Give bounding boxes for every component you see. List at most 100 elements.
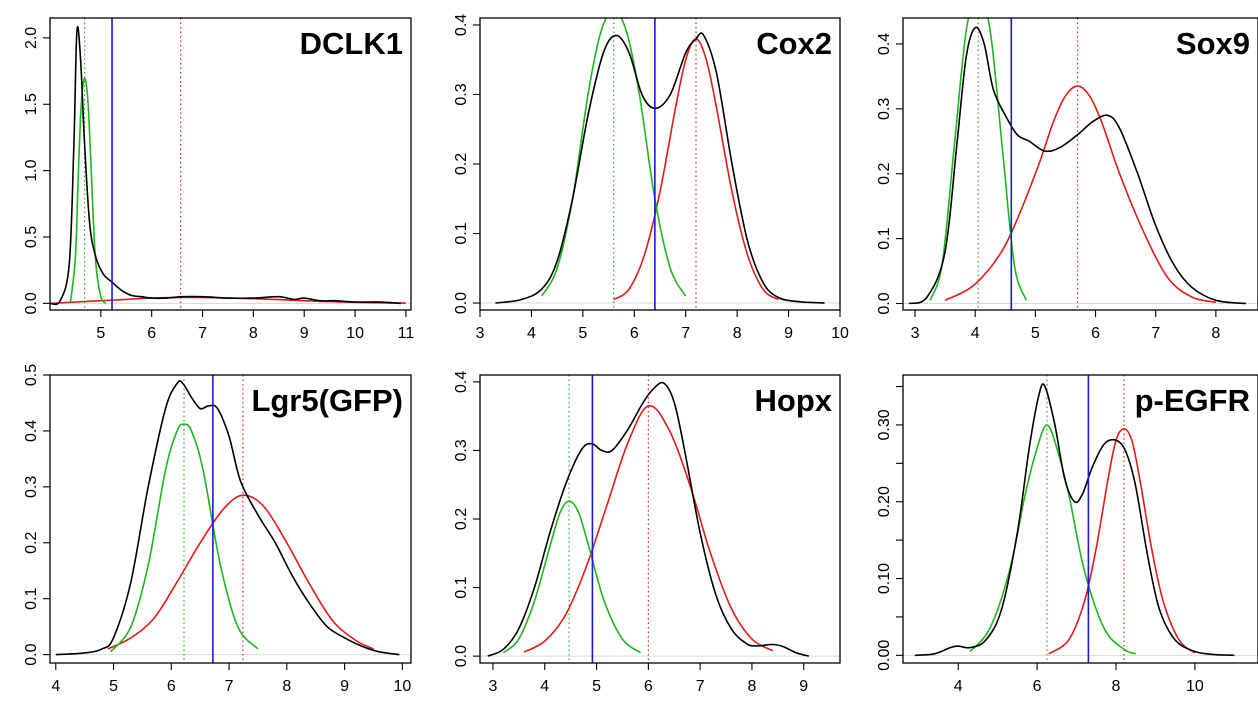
red-component-curve	[1048, 427, 1196, 655]
x-tick-label: 10	[831, 325, 849, 342]
panel-title: p-EGFR	[1135, 383, 1250, 418]
x-tick-label: 10	[393, 678, 411, 695]
x-tick-label: 5	[592, 678, 601, 695]
density-curve	[914, 383, 1235, 657]
x-tick-label: 8	[747, 678, 756, 695]
x-tick-label: 9	[799, 678, 808, 695]
y-tick-label: 0.1	[453, 222, 470, 244]
plot-area	[50, 375, 411, 663]
x-tick-label: 9	[784, 325, 793, 342]
y-tick-label: 0.5	[23, 364, 40, 386]
y-tick-label: 0.10	[876, 563, 893, 594]
plot-frame	[49, 374, 412, 664]
y-tick-label: 0.2	[453, 153, 470, 175]
plot-frame	[479, 374, 841, 664]
y-tick-label: 0.3	[453, 83, 470, 105]
panel-title: DCLK1	[300, 26, 403, 61]
x-tick-label: 5	[578, 325, 587, 342]
y-tick-label: 0.00	[876, 640, 893, 671]
plot-area	[903, 18, 1258, 310]
x-tick-label: 8	[249, 325, 258, 342]
panel-title: Cox2	[756, 26, 832, 61]
x-tick-label: 3	[488, 678, 497, 695]
plot-frame	[902, 17, 1258, 311]
x-tick-label: 4	[51, 678, 60, 695]
y-tick-label: 0.3	[23, 476, 40, 498]
y-tick-label: 0.1	[453, 576, 470, 598]
x-tick-label: 4	[971, 325, 980, 342]
x-tick-label: 6	[630, 325, 639, 342]
y-tick-label: 1.0	[23, 159, 40, 181]
x-tick-label: 4	[954, 678, 963, 695]
panel-dclk1: 5 6 7 8 9 10 11 0.0 0.5 1.0 1.5 2.0 DCLK1	[23, 17, 414, 342]
x-tick-label: 9	[300, 325, 309, 342]
y-tick-label: 0.3	[876, 98, 893, 120]
y-tick-label: 0.5	[23, 226, 40, 248]
density-curve	[55, 380, 400, 656]
x-tick-label: 9	[340, 678, 349, 695]
x-tick-label: 8	[282, 678, 291, 695]
x-tick-label: 4	[540, 678, 549, 695]
green-component-curve	[502, 500, 642, 654]
y-tick-label: 1.5	[23, 93, 40, 115]
x-tick-label: 3	[476, 325, 485, 342]
y-tick-label: 0.1	[876, 227, 893, 249]
x-tick-label: 3	[911, 325, 920, 342]
y-tick-label: 0.30	[876, 409, 893, 440]
x-tick-label: 7	[681, 325, 690, 342]
x-tick-label: 6	[644, 678, 653, 695]
x-tick-label: 6	[167, 678, 176, 695]
y-tick-label: 0.0	[453, 292, 470, 314]
green-component-curve	[969, 424, 1137, 655]
panel-hopx: 3 4 5 6 7 8 9 0.0 0.1 0.2 0.3 0.4 Hopx	[453, 371, 841, 695]
y-tick-label: 0.2	[23, 532, 40, 554]
x-tick-label: 5	[96, 325, 105, 342]
y-tick-label: 0.0	[23, 292, 40, 314]
y-tick-label: 0.4	[23, 420, 40, 442]
x-tick-label: 7	[696, 678, 705, 695]
x-tick-label: 10	[1186, 678, 1204, 695]
plot-area	[480, 375, 840, 663]
plot-frame	[902, 374, 1258, 664]
red-component-curve	[523, 404, 774, 653]
x-tick-label: 8	[1211, 325, 1220, 342]
y-tick-label: 0.20	[876, 486, 893, 517]
green-component-curve	[929, 18, 1028, 301]
panel-p-egfr: 4 6 8 10 0.00 0.10 0.20 0.30 p-EGFR	[876, 374, 1258, 695]
plot-area	[480, 18, 840, 310]
red-component-curve	[107, 494, 374, 650]
x-tick-label: 7	[198, 325, 207, 342]
x-tick-label: 5	[109, 678, 118, 695]
y-tick-label: 0.2	[453, 508, 470, 530]
panel-cox2: 3 4 5 6 7 8 9 10 0.0 0.1 0.2 0.3 0.4 Cox2	[453, 14, 849, 342]
plot-frame	[49, 17, 412, 311]
plot-area	[50, 18, 411, 310]
y-tick-label: 0.4	[876, 33, 893, 55]
green-component-curve	[69, 77, 107, 305]
x-tick-label: 4	[527, 325, 536, 342]
panel-sox9: 3 4 5 6 7 8 0.0 0.1 0.2 0.3 0.4 Sox9	[876, 17, 1258, 342]
y-tick-label: 0.0	[23, 643, 40, 665]
red-component-curve	[944, 85, 1217, 303]
density-curve	[908, 26, 1247, 305]
panel-lgr5-gfp: 4 5 6 7 8 9 10 0.0 0.1 0.2 0.3 0.4 0.5 Lgr5(GFP)	[23, 364, 412, 695]
x-tick-label: 6	[1033, 678, 1042, 695]
y-tick-label: 0.4	[453, 371, 470, 393]
y-tick-label: 2.0	[23, 27, 40, 49]
x-tick-label: 6	[1091, 325, 1100, 342]
y-tick-label: 0.4	[453, 14, 470, 36]
y-tick-label: 0.0	[453, 645, 470, 667]
y-tick-label: 0.1	[23, 587, 40, 609]
density-curve	[50, 25, 401, 306]
x-tick-label: 10	[346, 325, 364, 342]
density-curve	[487, 381, 810, 657]
panel-title: Hopx	[755, 383, 833, 418]
panel-title: Lgr5(GFP)	[251, 383, 403, 418]
y-tick-label: 0.2	[876, 163, 893, 185]
y-tick-label: 0.0	[876, 292, 893, 314]
plot-area	[903, 375, 1258, 663]
x-tick-label: 8	[733, 325, 742, 342]
x-tick-label: 7	[225, 678, 234, 695]
